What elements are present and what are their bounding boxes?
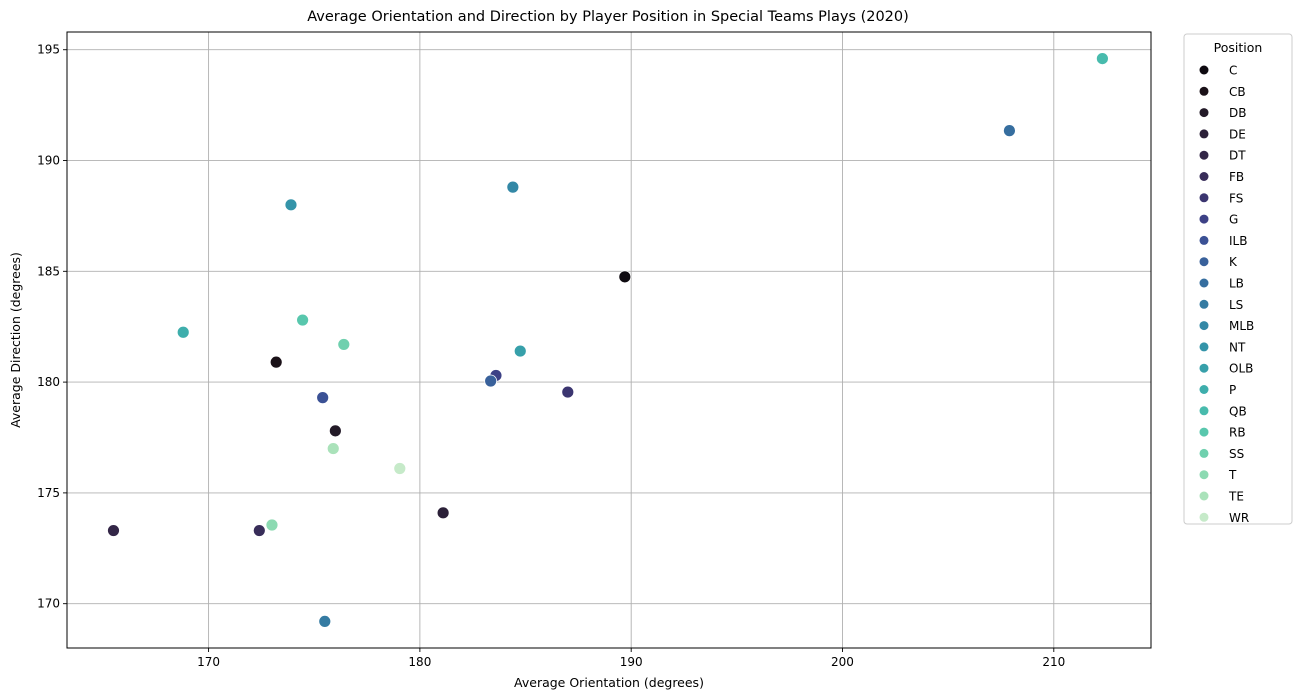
legend-label-rb: RB bbox=[1229, 426, 1246, 440]
legend-label-ilb: ILB bbox=[1229, 234, 1247, 248]
x-axis-label: Average Orientation (degrees) bbox=[514, 675, 704, 690]
y-tick-label: 185 bbox=[37, 264, 60, 278]
point-lb bbox=[1003, 124, 1016, 138]
y-axis-ticks: 170 175 180 185 190 195 bbox=[37, 43, 67, 611]
point-qb bbox=[1095, 52, 1109, 65]
legend-label-dt: DT bbox=[1229, 149, 1246, 163]
grid-lines bbox=[67, 32, 1151, 648]
legend-marker-te bbox=[1199, 491, 1209, 501]
point-nt bbox=[284, 198, 298, 212]
legend-label-k: K bbox=[1229, 255, 1238, 269]
legend-marker-qb bbox=[1199, 406, 1209, 416]
legend-marker-rb bbox=[1199, 427, 1209, 437]
x-tick-label: 200 bbox=[831, 655, 854, 669]
point-fs bbox=[561, 385, 575, 399]
legend: Position C CB DB DE DT FB FS G ILB K LB LS MLB NT OLB P… bbox=[1183, 33, 1293, 525]
point-rb bbox=[296, 313, 310, 327]
legend-marker-ss bbox=[1199, 448, 1209, 458]
legend-marker-fb bbox=[1199, 172, 1209, 181]
legend-marker-t bbox=[1199, 470, 1209, 480]
y-tick-label: 195 bbox=[37, 43, 60, 57]
point-de bbox=[436, 506, 450, 520]
legend-label-qb: QB bbox=[1229, 404, 1247, 418]
point-cb bbox=[269, 355, 283, 369]
point-olb bbox=[513, 344, 527, 358]
x-tick-label: 170 bbox=[197, 655, 220, 669]
legend-label-te: TE bbox=[1228, 490, 1244, 504]
legend-marker-lb bbox=[1199, 278, 1209, 288]
y-tick-label: 180 bbox=[37, 375, 60, 389]
point-db bbox=[328, 424, 342, 438]
legend-items: C CB DB DE DT FB FS G ILB K LB LS MLB NT OLB P QB RB SS T TE… bbox=[1199, 64, 1254, 525]
legend-marker-olb bbox=[1199, 363, 1209, 373]
y-tick-label: 170 bbox=[37, 597, 60, 611]
legend-marker-wr bbox=[1199, 512, 1209, 522]
plot-frame bbox=[66, 31, 1152, 649]
point-mlb bbox=[506, 180, 520, 194]
legend-label-ls: LS bbox=[1229, 298, 1243, 312]
legend-title: Position bbox=[1214, 40, 1263, 55]
legend-marker-fs bbox=[1199, 193, 1209, 203]
x-tick-label: 210 bbox=[1042, 655, 1065, 669]
legend-label-p: P bbox=[1229, 383, 1236, 397]
legend-label-c: C bbox=[1229, 64, 1237, 78]
legend-label-cb: CB bbox=[1229, 85, 1246, 99]
legend-marker-ls bbox=[1199, 299, 1209, 309]
point-t bbox=[265, 518, 279, 532]
legend-label-db: DB bbox=[1229, 106, 1246, 120]
legend-label-t: T bbox=[1228, 468, 1237, 482]
legend-marker-p bbox=[1199, 385, 1209, 394]
legend-marker-dt bbox=[1199, 150, 1209, 160]
data-points bbox=[107, 52, 1109, 628]
legend-label-ss: SS bbox=[1229, 447, 1244, 461]
legend-marker-nt bbox=[1199, 342, 1209, 352]
x-axis-ticks: 170 180 190 200 210 bbox=[197, 648, 1065, 669]
x-tick-label: 190 bbox=[620, 655, 643, 669]
point-c bbox=[618, 270, 632, 284]
legend-marker-db bbox=[1199, 108, 1209, 118]
legend-label-mlb: MLB bbox=[1229, 319, 1254, 333]
legend-frame bbox=[1183, 33, 1293, 525]
legend-label-wr: WR bbox=[1229, 511, 1249, 525]
legend-label-fs: FS bbox=[1229, 191, 1243, 205]
point-k bbox=[484, 374, 498, 388]
point-te bbox=[326, 442, 340, 455]
point-ss bbox=[337, 338, 351, 351]
x-tick-label: 180 bbox=[408, 655, 431, 669]
legend-label-nt: NT bbox=[1229, 340, 1246, 354]
legend-marker-ilb bbox=[1199, 235, 1209, 245]
legend-marker-k bbox=[1199, 257, 1209, 267]
legend-marker-cb bbox=[1199, 86, 1209, 96]
y-axis-label: Average Direction (degrees) bbox=[8, 252, 23, 428]
legend-marker-c bbox=[1199, 65, 1209, 75]
legend-label-olb: OLB bbox=[1229, 362, 1253, 376]
legend-label-g: G bbox=[1229, 213, 1238, 227]
point-fb bbox=[252, 524, 266, 537]
point-wr bbox=[393, 462, 407, 475]
legend-label-de: DE bbox=[1229, 127, 1246, 141]
legend-marker-de bbox=[1199, 129, 1209, 139]
point-ilb bbox=[316, 391, 330, 405]
legend-marker-g bbox=[1199, 214, 1209, 224]
legend-label-fb: FB bbox=[1229, 170, 1244, 184]
y-tick-label: 175 bbox=[37, 486, 60, 500]
point-dt bbox=[107, 524, 120, 537]
point-ls bbox=[318, 615, 332, 628]
chart-title: Average Orientation and Direction by Pla… bbox=[307, 9, 909, 25]
legend-marker-mlb bbox=[1199, 321, 1209, 331]
legend-label-lb: LB bbox=[1229, 277, 1244, 291]
y-tick-label: 190 bbox=[37, 154, 60, 168]
point-p bbox=[176, 325, 190, 339]
